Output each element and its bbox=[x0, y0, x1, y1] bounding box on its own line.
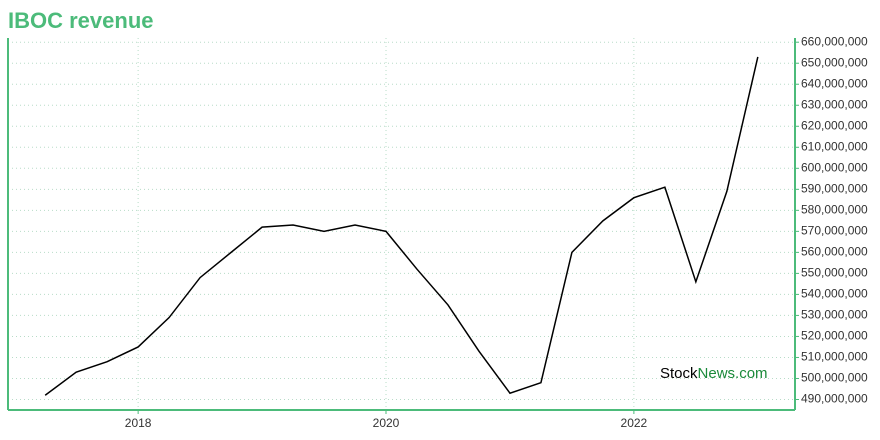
y-tick-label: 630,000,000 bbox=[801, 97, 868, 111]
y-tick-label: 590,000,000 bbox=[801, 181, 868, 195]
y-tick-label: 660,000,000 bbox=[801, 34, 868, 48]
x-tick-label: 2018 bbox=[125, 416, 152, 430]
watermark-suffix: News.com bbox=[698, 365, 768, 382]
y-tick-label: 510,000,000 bbox=[801, 350, 868, 364]
y-tick-label: 640,000,000 bbox=[801, 76, 868, 90]
y-tick-label: 610,000,000 bbox=[801, 139, 868, 153]
y-tick-label: 530,000,000 bbox=[801, 308, 868, 322]
y-tick-label: 600,000,000 bbox=[801, 160, 868, 174]
line bbox=[44, 56, 759, 396]
x-tick-label: 2022 bbox=[621, 416, 648, 430]
y-tick-label: 620,000,000 bbox=[801, 118, 868, 132]
watermark: StockNews.com bbox=[660, 365, 768, 382]
plot bbox=[44, 56, 759, 396]
y-tick-label: 540,000,000 bbox=[801, 287, 868, 301]
axes: 490,000,000 500,000,000 510,000,000 520,000… bbox=[7, 34, 868, 430]
y-tick-label: 580,000,000 bbox=[801, 203, 868, 217]
y-tick-label: 650,000,000 bbox=[801, 55, 868, 69]
y-tick-label: 490,000,000 bbox=[801, 392, 868, 406]
x-tick-label: 2020 bbox=[373, 416, 400, 430]
y-tick-label: 560,000,000 bbox=[801, 245, 868, 259]
watermark-main: Stock bbox=[660, 365, 698, 382]
chart-title: IBOC revenue bbox=[8, 8, 154, 33]
y-tick-label: 570,000,000 bbox=[801, 224, 868, 238]
y-tick-label: 500,000,000 bbox=[801, 371, 868, 385]
y-tick-label: 520,000,000 bbox=[801, 329, 868, 343]
y-tick-label: 550,000,000 bbox=[801, 266, 868, 280]
